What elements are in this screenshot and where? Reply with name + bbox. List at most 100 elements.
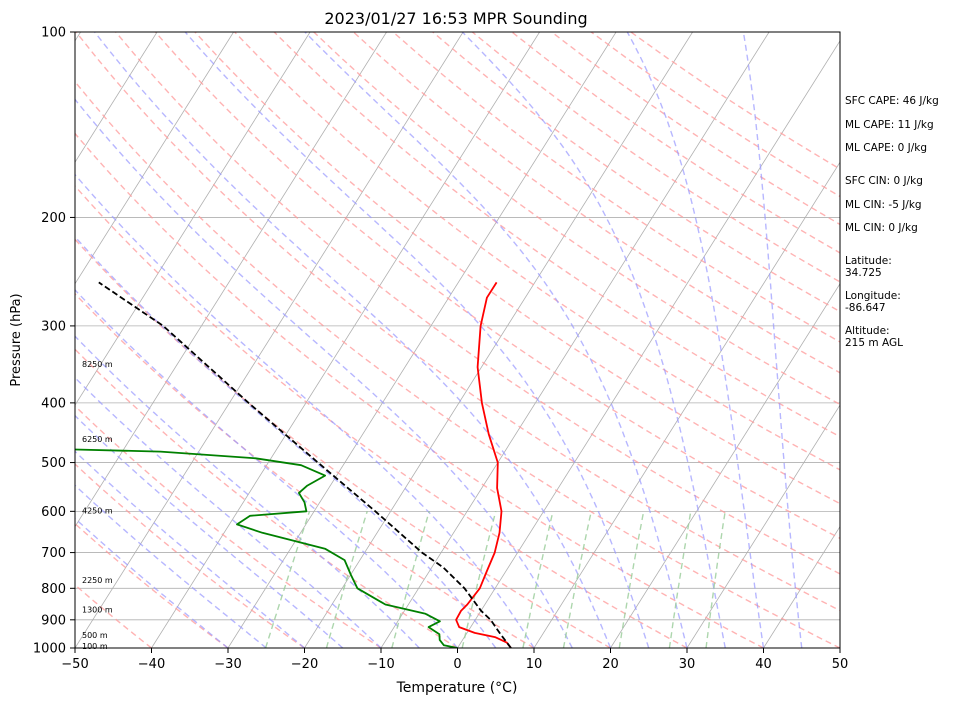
mixing-ratio-line xyxy=(562,511,592,648)
info-line: 34.725 xyxy=(845,267,882,279)
dry-adiabat-line xyxy=(234,32,840,471)
moist-adiabat-line xyxy=(75,335,420,648)
mixing-ratio-line xyxy=(325,511,368,648)
dry-adiabat-line xyxy=(194,32,840,505)
info-line: ML CAPE: 11 J/kg xyxy=(845,119,934,131)
temperature-line xyxy=(455,281,512,648)
dry-adiabat-line xyxy=(392,32,840,343)
dewpoint-line xyxy=(75,448,458,648)
dry-adiabat-line xyxy=(75,522,229,648)
isotherm-line xyxy=(763,525,840,648)
mixing-ratio-line xyxy=(668,511,692,648)
dry-adiabat-line xyxy=(75,463,305,648)
height-labels: 8250 m 6250 m 4250 m 2250 m 1300 m 500 m 100 m xyxy=(82,360,113,651)
x-tick-label: −10 xyxy=(367,657,394,672)
info-line: Altitude: xyxy=(845,325,890,337)
height-label: 2250 m xyxy=(82,576,113,585)
x-tick-label: 20 xyxy=(602,657,619,672)
y-tick-label: 200 xyxy=(41,211,66,226)
x-axis-label: Temperature (°C) xyxy=(396,680,518,696)
x-tick-label: 50 xyxy=(832,657,849,672)
isotherm-line xyxy=(75,32,387,528)
y-tick-label: 900 xyxy=(41,613,66,628)
height-label: 100 m xyxy=(82,642,108,651)
moist-adiabat-line xyxy=(75,98,573,648)
info-line: Latitude: xyxy=(845,255,892,267)
x-tick-label: 40 xyxy=(755,657,772,672)
info-line: SFC CAPE: 46 J/kg xyxy=(845,95,939,107)
dry-adiabat-line xyxy=(75,292,535,648)
dry-adiabat-line xyxy=(75,32,840,612)
series-layer xyxy=(75,281,512,648)
dry-adiabat-line xyxy=(75,80,840,648)
isotherm-line xyxy=(75,32,234,285)
mixing-ratio-line xyxy=(522,511,554,648)
y-tick-label: 1000 xyxy=(33,642,66,657)
moist-adiabat-line xyxy=(75,173,535,648)
isotherm-line xyxy=(380,32,770,648)
mixing-ratio-line xyxy=(618,511,645,648)
y-tick-label: 400 xyxy=(41,396,66,411)
dry-adiabat-line xyxy=(352,32,840,374)
parcel-path-line xyxy=(98,281,512,648)
info-line: ML CAPE: 0 J/kg xyxy=(845,142,927,154)
isotherm-line xyxy=(304,32,693,648)
isotherm-line xyxy=(151,32,540,648)
moist-adiabat-line xyxy=(75,235,497,648)
info-line: ML CIN: -5 J/kg xyxy=(845,199,922,211)
moist-adiabat-line xyxy=(626,32,765,648)
background-lines xyxy=(0,32,840,648)
x-tick-label: 10 xyxy=(526,657,543,672)
x-tick-label: −20 xyxy=(291,657,318,672)
info-line: Longitude: xyxy=(845,290,901,302)
isotherm-line xyxy=(0,32,4,648)
height-label: 8250 m xyxy=(82,360,113,369)
dry-adiabat-line xyxy=(75,132,764,648)
x-tick-label: 0 xyxy=(453,657,461,672)
mixing-ratio-line xyxy=(391,511,430,648)
y-tick-label: 300 xyxy=(41,319,66,334)
moist-adiabat-line xyxy=(461,32,726,648)
y-tick-label: 800 xyxy=(41,582,66,597)
x-axis: −50 −40 −30 −20 −10 0 10 20 30 40 50 xyxy=(61,648,848,672)
moist-adiabat-line xyxy=(94,32,612,648)
x-tick-label: −30 xyxy=(214,657,241,672)
isotherm-line xyxy=(457,40,840,648)
x-tick-label: −50 xyxy=(61,657,88,672)
dry-adiabat-line xyxy=(115,32,840,575)
moist-adiabat-line xyxy=(304,32,688,648)
height-label: 4250 m xyxy=(82,506,113,515)
y-tick-label: 700 xyxy=(41,546,66,561)
y-axis-label: Pressure (hPa) xyxy=(9,293,24,386)
y-axis: 100 200 300 400 500 600 700 800 900 1000 xyxy=(33,26,75,657)
info-line: ML CIN: 0 J/kg xyxy=(845,222,918,234)
moist-adiabat-line xyxy=(742,32,803,648)
mixing-ratio-line xyxy=(264,511,311,648)
height-label: 1300 m xyxy=(82,606,113,615)
isotherm-line xyxy=(75,32,311,406)
dry-adiabat-line xyxy=(75,184,688,648)
isotherm-line xyxy=(75,32,464,648)
y-tick-label: 500 xyxy=(41,456,66,471)
info-line: -86.647 xyxy=(845,302,886,314)
dry-adiabat-line xyxy=(154,32,840,540)
info-panel: SFC CAPE: 46 J/kg ML CAPE: 11 J/kg ML CAPE… xyxy=(845,95,939,349)
moist-adiabat-line xyxy=(75,288,459,648)
dry-adiabat-line xyxy=(273,32,840,438)
mixing-ratio-line xyxy=(705,511,726,648)
moist-adiabat-line xyxy=(75,376,382,648)
moist-adiabat-line xyxy=(184,32,650,648)
moist-adiabat-line xyxy=(75,517,229,648)
x-tick-label: −40 xyxy=(138,657,165,672)
isotherm-line xyxy=(75,32,158,164)
mixing-ratio-line xyxy=(461,511,497,648)
dry-adiabat-line xyxy=(432,32,840,313)
isotherm-line xyxy=(227,32,617,648)
isotherm-line xyxy=(533,161,840,648)
chart-title: 2023/01/27 16:53 MPR Sounding xyxy=(324,9,587,28)
dry-adiabat-line xyxy=(75,348,458,648)
y-tick-label: 600 xyxy=(41,505,66,520)
height-label: 500 m xyxy=(82,631,108,640)
height-label: 6250 m xyxy=(82,435,113,444)
y-tick-label: 100 xyxy=(41,26,66,41)
